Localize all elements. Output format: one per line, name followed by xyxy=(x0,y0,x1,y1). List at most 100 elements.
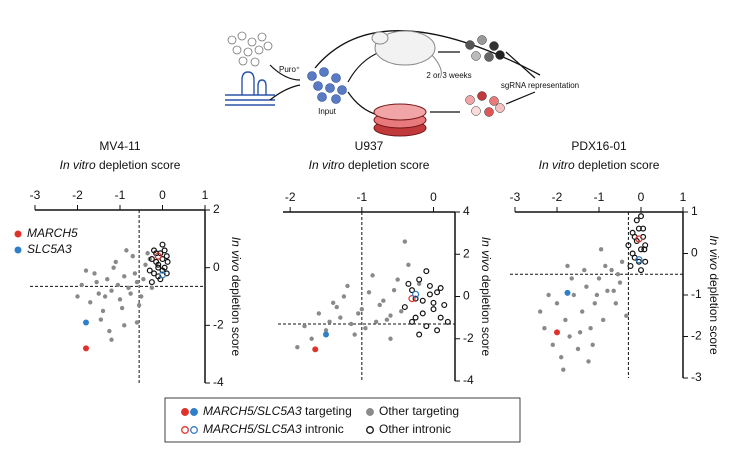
point xyxy=(102,294,108,299)
point xyxy=(83,268,89,273)
point xyxy=(348,321,354,327)
point-open xyxy=(409,318,416,325)
point-open xyxy=(426,282,433,289)
point xyxy=(352,332,357,337)
point-open xyxy=(155,273,162,280)
point-open xyxy=(419,310,426,317)
point xyxy=(563,317,568,323)
point-open xyxy=(430,306,437,313)
point xyxy=(619,259,625,264)
x-axis-label-italic: In vitro xyxy=(539,158,575,172)
y-axis-label-rest: depletion score xyxy=(229,275,243,357)
point xyxy=(295,345,300,350)
point-open xyxy=(437,285,444,292)
point xyxy=(309,336,314,341)
x-tick-label: 0 xyxy=(638,190,645,204)
point xyxy=(624,313,629,318)
point-open xyxy=(434,289,441,296)
point-open xyxy=(635,235,643,243)
x-axis-label-italic: In vitro xyxy=(309,158,345,172)
x-tick-label: -3 xyxy=(30,188,41,202)
y-tick-label: -4 xyxy=(213,375,224,389)
point-open xyxy=(637,213,644,220)
y-tick-label: 1 xyxy=(691,204,698,218)
point xyxy=(577,330,583,335)
point xyxy=(416,281,422,287)
point xyxy=(113,259,118,265)
point-open xyxy=(423,323,430,330)
point xyxy=(373,319,379,325)
point xyxy=(582,267,587,273)
point-open xyxy=(146,267,153,274)
schematic: Puro⁺ Input 2 or 3 weeks sgRNA rep xyxy=(225,30,579,137)
point xyxy=(98,317,104,322)
point xyxy=(554,301,560,306)
point xyxy=(117,297,123,302)
point xyxy=(561,367,566,372)
point xyxy=(590,342,595,347)
point-open xyxy=(434,327,441,334)
point xyxy=(586,359,591,364)
point xyxy=(542,326,547,331)
legend-swatch xyxy=(14,246,22,254)
point xyxy=(584,284,589,289)
legend-genes: MARCH5/SLC5A3 xyxy=(203,404,302,418)
point xyxy=(395,277,400,282)
point-open xyxy=(148,279,155,286)
x-tick-label: 0 xyxy=(159,188,166,202)
y-tick-label: 0 xyxy=(691,246,698,260)
point xyxy=(302,323,307,329)
point-open xyxy=(408,295,416,303)
legend-swatch xyxy=(190,426,198,434)
point xyxy=(107,328,112,334)
legend-swatch xyxy=(366,426,374,434)
legend-label: SLC5A3 xyxy=(27,242,72,256)
point xyxy=(341,294,347,299)
point xyxy=(381,298,386,303)
x-tick-label: -2 xyxy=(72,188,83,202)
point xyxy=(564,289,571,296)
legend-genes: MARCH5/SLC5A3 xyxy=(203,422,302,436)
point xyxy=(391,287,397,293)
point xyxy=(96,291,101,296)
point xyxy=(338,315,343,320)
y-tick-label: 2 xyxy=(463,246,470,260)
point xyxy=(139,294,144,299)
point-open xyxy=(641,246,648,253)
point xyxy=(388,313,393,318)
point-open xyxy=(635,256,643,264)
y-tick-label: 4 xyxy=(463,204,470,218)
point xyxy=(109,288,114,293)
y-axis-label-italic: In vivo xyxy=(479,237,493,272)
point xyxy=(105,277,110,282)
legend-label: MARCH5/SLC5A3 targeting xyxy=(203,404,352,418)
point xyxy=(356,311,361,316)
y-tick-label: -2 xyxy=(463,331,474,345)
panel-title: U937 xyxy=(355,139,384,153)
point xyxy=(402,239,408,244)
point xyxy=(598,247,604,252)
point xyxy=(603,263,608,269)
point xyxy=(377,302,382,308)
scatter-panel: PDX16-01 In vitro depletion score -3 -2 -1 0 1… xyxy=(510,139,721,384)
point xyxy=(359,306,365,312)
legend-kind: intronic xyxy=(305,422,344,436)
scatter-panel: U937 In vitro depletion score -2 -1 0 -4 -2 0 2 4… xyxy=(278,139,493,387)
point xyxy=(601,317,606,323)
legend-frame xyxy=(164,397,521,443)
x-tick-label: -1 xyxy=(115,188,126,202)
x-tick-label: -1 xyxy=(356,190,367,204)
point-open xyxy=(416,276,423,283)
point xyxy=(594,292,600,298)
point xyxy=(134,320,140,325)
point xyxy=(94,279,99,285)
point xyxy=(605,288,610,294)
point xyxy=(345,283,350,289)
point-open xyxy=(159,267,166,274)
point xyxy=(366,290,372,295)
legend-label: MARCH5/SLC5A3 intronic xyxy=(203,422,344,436)
x-tick-label: 0 xyxy=(430,190,437,204)
point xyxy=(122,323,127,328)
